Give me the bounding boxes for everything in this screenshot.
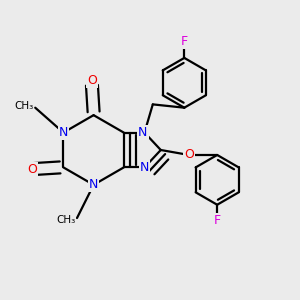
Text: F: F xyxy=(181,35,188,48)
Text: N: N xyxy=(138,126,148,139)
Text: N: N xyxy=(140,161,149,174)
Text: O: O xyxy=(184,148,194,161)
Text: O: O xyxy=(27,163,37,176)
Text: F: F xyxy=(214,214,221,227)
Text: CH₃: CH₃ xyxy=(56,215,75,225)
Text: CH₃: CH₃ xyxy=(14,101,34,111)
Text: O: O xyxy=(87,74,97,87)
Text: N: N xyxy=(59,126,68,139)
Text: N: N xyxy=(89,178,98,191)
